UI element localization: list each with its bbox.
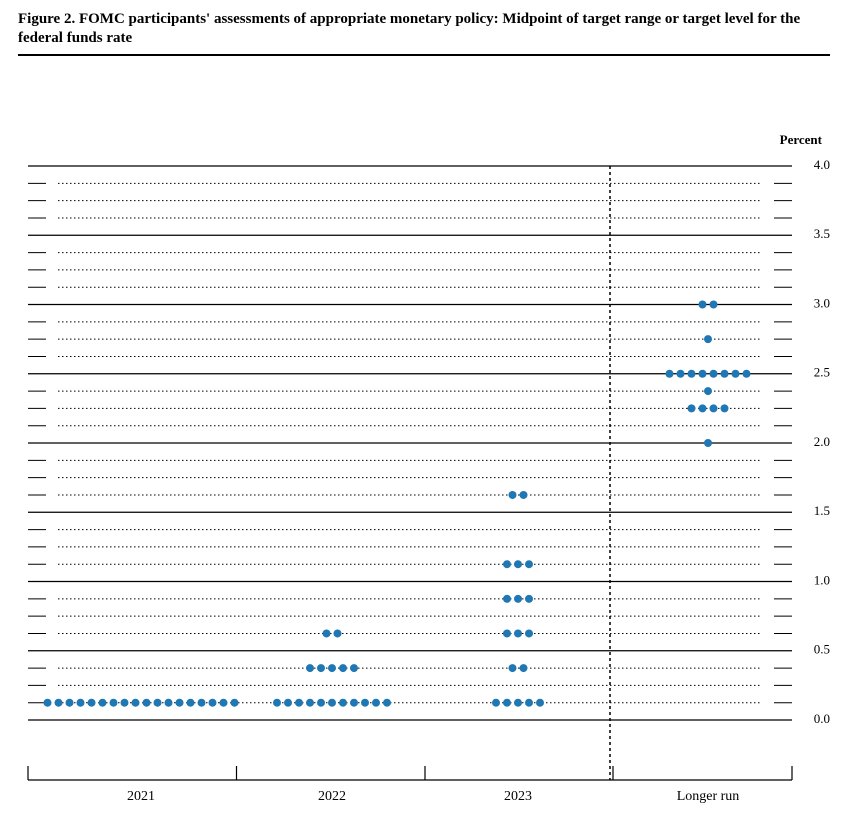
svg-text:2022: 2022 <box>318 789 346 804</box>
dot <box>88 698 96 706</box>
dot <box>350 664 358 672</box>
dot <box>350 698 358 706</box>
dot <box>328 664 336 672</box>
svg-text:1.0: 1.0 <box>814 572 830 587</box>
dot <box>198 698 206 706</box>
dot <box>677 369 685 377</box>
dot <box>328 698 336 706</box>
dot <box>520 664 528 672</box>
dot <box>317 664 325 672</box>
dot <box>361 698 369 706</box>
dot <box>66 698 74 706</box>
svg-text:0.5: 0.5 <box>814 641 830 656</box>
dot <box>721 404 729 412</box>
dot <box>704 439 712 447</box>
dot <box>503 560 511 568</box>
dot <box>176 698 184 706</box>
svg-text:1.5: 1.5 <box>814 503 830 518</box>
dot <box>520 490 528 498</box>
dot <box>220 698 228 706</box>
dot <box>295 698 303 706</box>
dotplot-chart: 0.0 0.5 1.0 1.5 2.0 2.5 3.0 3.5 4.0 2021 2022 2023 L… <box>18 156 832 816</box>
svg-text:3.0: 3.0 <box>814 295 830 310</box>
dot <box>306 698 314 706</box>
dot <box>514 698 522 706</box>
figure-title: Figure 2. FOMC participants' assessments… <box>18 10 830 52</box>
dot <box>99 698 107 706</box>
dot <box>525 594 533 602</box>
svg-text:3.5: 3.5 <box>814 226 830 241</box>
dot <box>44 698 52 706</box>
dot <box>503 698 511 706</box>
dot <box>273 698 281 706</box>
svg-text:2.0: 2.0 <box>814 433 830 448</box>
figure-page: Figure 2. FOMC participants' assessments… <box>0 0 854 830</box>
dot <box>704 387 712 395</box>
dot <box>339 664 347 672</box>
dot <box>284 698 292 706</box>
dot <box>514 629 522 637</box>
dot <box>710 369 718 377</box>
dot <box>710 300 718 308</box>
dot <box>110 698 118 706</box>
dot <box>231 698 239 706</box>
dot <box>372 698 380 706</box>
dot <box>525 698 533 706</box>
dot <box>503 629 511 637</box>
svg-text:2023: 2023 <box>504 789 532 804</box>
dot <box>154 698 162 706</box>
svg-text:Longer run: Longer run <box>677 789 740 804</box>
dot <box>721 369 729 377</box>
dot <box>503 594 511 602</box>
dot <box>704 335 712 343</box>
dot <box>143 698 151 706</box>
svg-text:0.0: 0.0 <box>814 710 830 725</box>
dot <box>688 404 696 412</box>
dot <box>732 369 740 377</box>
dot <box>334 629 342 637</box>
dot <box>699 404 707 412</box>
dot <box>699 300 707 308</box>
dot <box>525 560 533 568</box>
svg-text:2.5: 2.5 <box>814 364 830 379</box>
title-rule <box>18 54 830 56</box>
dot <box>339 698 347 706</box>
dot <box>165 698 173 706</box>
dot <box>536 698 544 706</box>
dot <box>306 664 314 672</box>
dot <box>55 698 63 706</box>
dot <box>323 629 331 637</box>
svg-text:4.0: 4.0 <box>814 156 830 171</box>
dot <box>121 698 129 706</box>
dot <box>383 698 391 706</box>
dot <box>77 698 85 706</box>
dot <box>509 664 517 672</box>
dot <box>525 629 533 637</box>
dot <box>187 698 195 706</box>
chart-container: Percent 0.00.51.01.52.02.53.03.54.020212… <box>18 156 830 816</box>
svg-text:2021: 2021 <box>127 789 155 804</box>
dot <box>688 369 696 377</box>
dot <box>492 698 500 706</box>
dot <box>514 594 522 602</box>
dot <box>209 698 217 706</box>
dot <box>666 369 674 377</box>
dot <box>317 698 325 706</box>
dot <box>514 560 522 568</box>
dot <box>132 698 140 706</box>
dot <box>710 404 718 412</box>
dot <box>743 369 751 377</box>
y-axis-label: Percent <box>780 132 822 148</box>
dot <box>699 369 707 377</box>
dot <box>509 490 517 498</box>
